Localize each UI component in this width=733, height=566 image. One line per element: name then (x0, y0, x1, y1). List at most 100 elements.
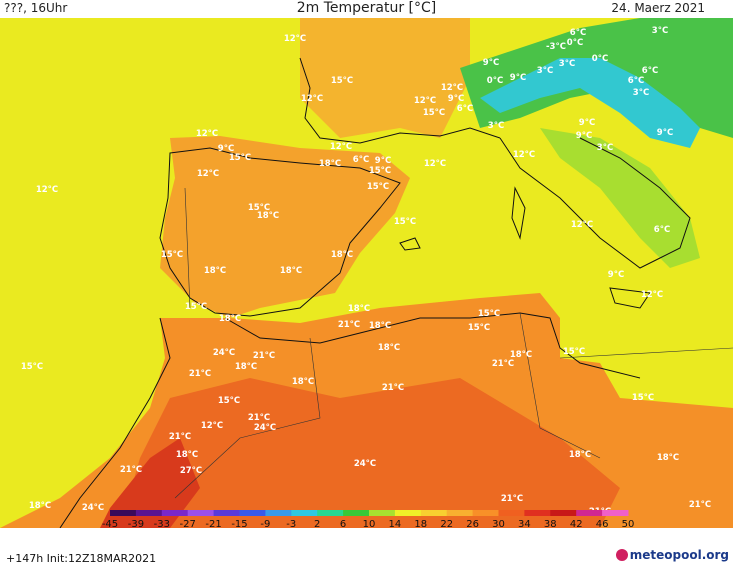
temperature-label: 3°C (597, 143, 613, 153)
legend-swatch (550, 510, 577, 516)
color-legend: -45 -39 -33 -27 -21 -15 -9 -3 2 6 10 14 18 22 26 30 34 38… (102, 510, 635, 528)
legend-swatch (498, 510, 525, 516)
brand-logo[interactable]: meteopool.org (615, 548, 729, 562)
legend-tick-label: 46 (596, 519, 609, 528)
temperature-label: 18°C (331, 250, 353, 260)
legend-swatch (135, 510, 163, 516)
temperature-label: 12°C (424, 159, 446, 169)
temperature-label: 9°C (448, 94, 464, 104)
temperature-label: 3°C (488, 121, 504, 131)
temperature-label: 24°C (82, 503, 104, 513)
temperature-label: 0°C (567, 38, 583, 48)
temperature-label: 9°C (657, 128, 673, 138)
temperature-label: 6°C (654, 225, 670, 235)
temperature-label: 9°C (608, 270, 624, 280)
header-bar: ???, 16Uhr 2m Temperatur [°C] 24. Maerz … (0, 0, 733, 18)
legend-swatch (213, 510, 240, 516)
temperature-label: 15°C (367, 182, 389, 192)
temperature-label: 3°C (537, 66, 553, 76)
temperature-label: 18°C (657, 453, 679, 463)
temperature-label: 21°C (120, 465, 142, 475)
brand-text: meteopool.org (629, 548, 729, 562)
legend-tick-label: 38 (544, 519, 557, 528)
legend-tick-label: 18 (414, 519, 427, 528)
footer-bar: +147h Init:12Z18MAR2021 meteopool.org (0, 530, 733, 566)
legend-tick-label: -3 (286, 519, 296, 528)
logo-icon (615, 549, 628, 561)
temperature-label: 6°C (642, 66, 658, 76)
temperature-label: 21°C (492, 359, 514, 369)
temperature-label: 27°C (180, 466, 202, 476)
legend-tick-label: 50 (622, 519, 635, 528)
temperature-label: -3°C (546, 42, 566, 52)
legend-tick-label: -27 (180, 519, 196, 528)
legend-swatch (472, 510, 499, 516)
france-warm-area (300, 18, 470, 138)
temperature-label: 15°C (478, 309, 500, 319)
temperature-label: 21°C (338, 320, 360, 330)
temperature-label: 12°C (641, 290, 663, 300)
legend-tick-label: 34 (518, 519, 531, 528)
temperature-labels: 12°C15°C12°C12°C9°C12°C15°C 6°C0°C 9°C3°C3… (21, 26, 711, 517)
iberia-warm-area (160, 136, 410, 318)
legend-tick-label: -39 (128, 519, 144, 528)
legend-swatch (369, 510, 396, 516)
temperature-label: 15°C (563, 347, 585, 357)
temperature-label: 12°C (513, 150, 535, 160)
alps-cold-area (480, 58, 700, 148)
temperature-label: 15°C (185, 302, 207, 312)
legend-tick-label: 6 (340, 519, 346, 528)
legend-tick-label: -15 (231, 519, 247, 528)
temperature-label: 15°C (369, 166, 391, 176)
legend-tick-label: -9 (260, 519, 270, 528)
coastlines (59, 57, 691, 528)
temperature-map: 12°C15°C12°C12°C9°C12°C15°C 6°C0°C 9°C3°C3… (0, 18, 733, 528)
sahara-hot-area (120, 378, 620, 528)
temperature-label: 6°C (457, 104, 473, 114)
forecast-date: 24. Maerz 2021 (611, 1, 705, 15)
legend-swatch (161, 510, 189, 516)
temperature-label: 0°C (592, 54, 608, 64)
temperature-label: 18°C (319, 159, 341, 169)
legend-swatch (239, 510, 266, 516)
temperature-label: 15°C (394, 217, 416, 227)
legend-swatch (602, 510, 629, 516)
temperature-label: 15°C (21, 362, 43, 372)
temperature-label: 18°C (292, 377, 314, 387)
temperature-label: 12°C (196, 129, 218, 139)
temperature-label: 21°C (253, 351, 275, 361)
temperature-label: 3°C (633, 88, 649, 98)
legend-swatch (524, 510, 551, 516)
temperature-label: 24°C (254, 423, 276, 433)
temperature-label: 21°C (382, 383, 404, 393)
legend-tick-label: 10 (363, 519, 376, 528)
temperature-label: 15°C (248, 203, 270, 213)
legend-swatch (420, 510, 448, 516)
legend-tick-label: 26 (466, 519, 479, 528)
temperature-label: 12°C (197, 169, 219, 179)
temperature-label: 15°C (218, 396, 240, 406)
run-info: +147h Init:12Z18MAR2021 (6, 552, 157, 565)
country-borders (174, 187, 733, 499)
temperature-label: 18°C (204, 266, 226, 276)
temperature-label: 9°C (375, 156, 391, 166)
legend-tick-label: -21 (205, 519, 221, 528)
temperature-label: 12°C (201, 421, 223, 431)
temperature-label: 12°C (441, 83, 463, 93)
temperature-label: 18°C (369, 321, 391, 331)
temperature-label: 21°C (689, 500, 711, 510)
temperature-label: 18°C (29, 501, 51, 511)
temperature-label: 6°C (353, 155, 369, 165)
temperature-label: 15°C (331, 76, 353, 86)
temperature-label: 24°C (213, 348, 235, 358)
temperature-label: 6°C (628, 76, 644, 86)
temperature-label: 21°C (248, 413, 270, 423)
temperature-label: 18°C (235, 362, 257, 372)
temperature-label: 15°C (161, 250, 183, 260)
temperature-label: 18°C (378, 343, 400, 353)
temperature-label: 12°C (571, 220, 593, 230)
temperature-label: 18°C (280, 266, 302, 276)
temperature-label: 21°C (169, 432, 191, 442)
temperature-label: 12°C (414, 96, 436, 106)
temperature-label: 18°C (257, 211, 279, 221)
